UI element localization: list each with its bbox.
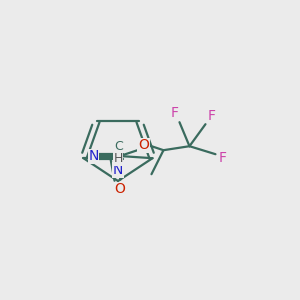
- Text: C: C: [114, 140, 123, 153]
- Text: O: O: [138, 138, 149, 152]
- Text: F: F: [170, 106, 178, 120]
- Text: N: N: [88, 149, 99, 163]
- Text: O: O: [114, 182, 125, 196]
- Text: F: F: [218, 151, 226, 165]
- Text: N: N: [113, 163, 123, 177]
- Text: H: H: [113, 152, 123, 166]
- Text: F: F: [208, 109, 215, 123]
